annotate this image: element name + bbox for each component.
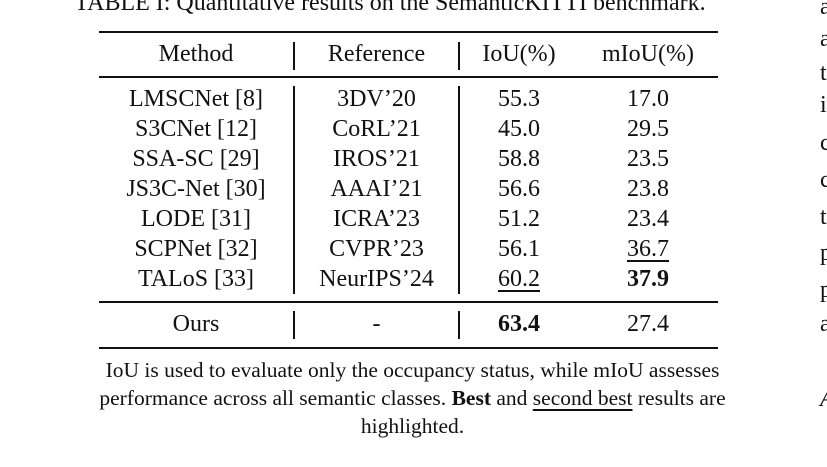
- body-separator-2: [458, 86, 460, 294]
- table-row-iou: 56.6: [498, 176, 540, 202]
- table-row-miou: 23.5: [627, 146, 669, 172]
- ours-reference: -: [372, 311, 381, 337]
- table-row-iou: 56.1: [498, 236, 540, 262]
- table-row-miou: 23.8: [627, 176, 669, 202]
- right-column-char: t: [820, 60, 827, 86]
- table-row-miou-best: 37.9: [627, 266, 669, 292]
- header-miou: mIoU(%): [602, 41, 694, 67]
- ours-rule: [99, 301, 718, 303]
- right-column-char: p: [820, 277, 827, 303]
- table-row-method: SSA-SC [29]: [132, 146, 260, 172]
- table-row-method: TALoS [33]: [137, 266, 255, 292]
- table-row-reference: 3DV’20: [337, 86, 416, 112]
- ours-miou: 27.4: [627, 311, 669, 337]
- table-row-iou: 51.2: [498, 206, 540, 232]
- note-second-best-label: second best: [532, 386, 633, 410]
- right-column-char: A: [820, 384, 827, 414]
- right-column-char: a: [820, 0, 827, 20]
- ours-separator-2: [458, 311, 460, 339]
- table-row-reference: NeurIPS’24: [319, 266, 434, 292]
- header-iou: IoU(%): [482, 41, 556, 67]
- header-reference: Reference: [327, 41, 426, 67]
- right-column-char: i: [820, 92, 827, 118]
- table-row-method: LODE [31]: [141, 206, 251, 232]
- table-row-reference: AAAI’21: [330, 176, 423, 202]
- table-row-iou: 58.8: [498, 146, 540, 172]
- table-row-method: SCPNet [32]: [134, 236, 258, 262]
- table-note-line-3: highlighted.: [360, 414, 465, 438]
- note-best-label: Best: [451, 386, 491, 410]
- header-separator-2: [458, 42, 460, 70]
- table-row-reference: CoRL’21: [332, 116, 421, 142]
- right-column-char: a: [820, 311, 827, 337]
- table-row-method: LMSCNet [8]: [129, 86, 263, 112]
- table-note-line-2: performance across all semantic classes.…: [40, 384, 785, 412]
- second-best-value: 60.2: [498, 266, 540, 292]
- table-row-miou: 23.4: [627, 206, 669, 232]
- note-text: performance across all semantic classes.: [99, 386, 447, 410]
- ours-iou-best: 63.4: [498, 311, 540, 337]
- right-column-char: c: [820, 130, 827, 156]
- right-column-char: t: [820, 204, 827, 230]
- table-row-iou-second-best: 60.2: [460, 264, 578, 294]
- table-row-reference: CVPR’23: [329, 236, 424, 262]
- header-method: Method: [158, 41, 234, 67]
- second-best-value: 36.7: [627, 236, 669, 262]
- bottom-rule: [99, 347, 718, 349]
- table-row-miou: 17.0: [627, 86, 669, 112]
- note-text: and: [496, 386, 528, 410]
- header-separator-1: [293, 42, 295, 70]
- table-row-iou: 45.0: [498, 116, 540, 142]
- table-row-iou: 55.3: [498, 86, 540, 112]
- table-row-miou: 29.5: [627, 116, 669, 142]
- right-column-char: c: [820, 167, 827, 193]
- table-caption: TABLE I: Quantitative results on the Sem…: [74, 0, 706, 16]
- table-row-method: S3CNet [12]: [135, 116, 257, 142]
- top-rule: [99, 31, 718, 33]
- table-row-method: JS3C-Net [30]: [126, 176, 266, 202]
- ours-separator-1: [293, 311, 295, 339]
- right-column-char: a: [820, 26, 827, 52]
- ours-method: Ours: [172, 311, 220, 337]
- table-row-reference: ICRA’23: [333, 206, 420, 232]
- table-row-miou-second-best: 36.7: [578, 234, 718, 264]
- note-text: results are: [637, 386, 726, 410]
- table-row-reference: IROS’21: [333, 146, 420, 172]
- body-separator-1: [293, 86, 295, 294]
- right-column-char: p: [820, 240, 827, 266]
- table-note-line-1: IoU is used to evaluate only the occupan…: [105, 358, 720, 382]
- header-rule: [99, 76, 718, 78]
